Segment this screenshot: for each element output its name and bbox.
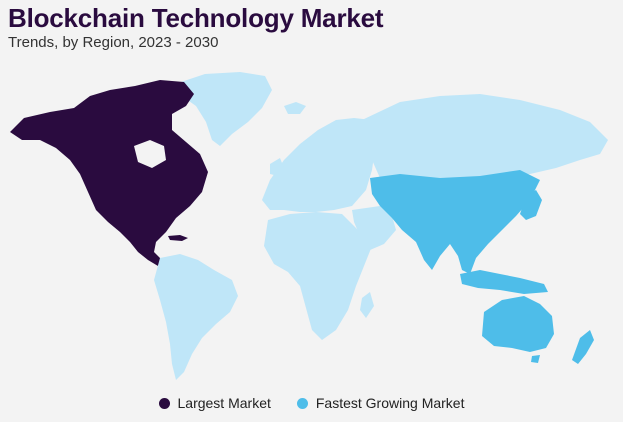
- africa: [264, 212, 372, 340]
- asia-pacific: [370, 170, 540, 274]
- russia: [362, 94, 608, 180]
- iceland: [284, 102, 306, 114]
- south-america: [154, 254, 238, 380]
- chart-header: Blockchain Technology Market Trends, by …: [8, 2, 384, 53]
- middle-east: [352, 206, 396, 250]
- hudson-bay: [134, 140, 166, 168]
- legend-label-fastest: Fastest Growing Market: [315, 395, 465, 411]
- legend-item-largest: Largest Market: [158, 395, 271, 411]
- new-zealand: [572, 330, 594, 364]
- legend-dot-fastest: [296, 397, 308, 409]
- greenland: [175, 72, 272, 146]
- australia: [482, 296, 554, 352]
- world-map: [0, 60, 623, 390]
- caribbean-islands: [168, 235, 188, 241]
- southeast-asia-islands: [460, 270, 548, 294]
- legend-label-largest: Largest Market: [177, 395, 271, 411]
- page-title: Blockchain Technology Market: [8, 3, 384, 33]
- legend: Largest Market Fastest Growing Market: [0, 392, 623, 414]
- page-subtitle: Trends, by Region, 2023 - 2030: [8, 34, 219, 51]
- legend-item-fastest: Fastest Growing Market: [296, 395, 465, 411]
- japan: [520, 190, 542, 220]
- europe: [262, 118, 376, 212]
- tasmania: [531, 355, 540, 363]
- british-isles: [270, 158, 284, 176]
- north-america: [10, 80, 208, 266]
- legend-dot-largest: [158, 397, 170, 409]
- madagascar: [360, 292, 374, 318]
